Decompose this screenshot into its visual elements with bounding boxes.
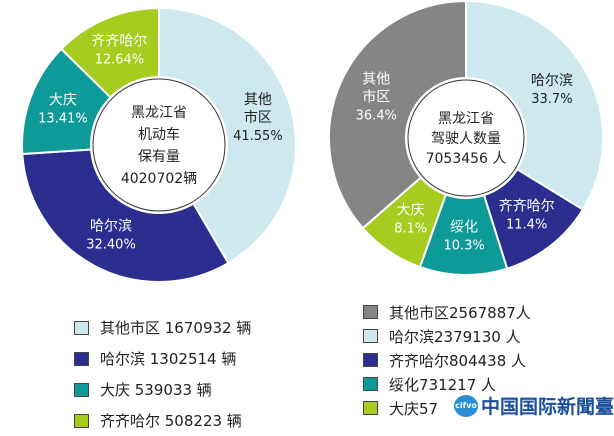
legend-swatch <box>74 413 89 428</box>
slice-value-label: 8.1% <box>394 221 427 236</box>
center-title-line: 4020702辆 <box>121 171 197 187</box>
legend-swatch <box>74 382 89 397</box>
donut-slice <box>158 6 297 265</box>
slice-label: 齐齐哈尔 <box>499 199 555 215</box>
legend-label: 哈尔滨 1302514 辆 <box>100 350 237 368</box>
legend-swatch <box>74 351 89 366</box>
legend-item: 其他市区2567887人 <box>363 300 531 324</box>
legend-label: 其他市区 1670932 辆 <box>100 319 252 337</box>
legend-swatch <box>363 329 378 343</box>
donut-slice <box>59 6 160 99</box>
slice-label: 绥化 <box>450 219 478 235</box>
slice-label: 大庆 <box>49 92 77 108</box>
slice-value-label: 12.64% <box>95 52 145 67</box>
slice-label: 齐齐哈尔 <box>91 33 147 49</box>
slice-label: 哈尔滨 <box>531 73 573 89</box>
legend-item: 齐齐哈尔 508223 辆 <box>74 405 251 436</box>
legend-item: 哈尔滨2379130 人 <box>363 324 531 348</box>
slice-value-label: 32.40% <box>86 238 136 253</box>
legend-label: 哈尔滨2379130 人 <box>389 327 521 346</box>
driver-donut-chart: 哈尔滨 33.7% 齐齐哈尔 11.4% 绥化 10.3% 大庆 8.1% 其他市区 36.4% 黑… <box>328 0 604 276</box>
legend-item: 哈尔滨 1302514 辆 <box>74 343 251 374</box>
slice-value-label: 11.4% <box>506 218 547 233</box>
donut-slice <box>465 0 604 211</box>
slice-label: 市区 <box>362 88 390 105</box>
legend-label: 齐齐哈尔804438 人 <box>389 351 527 370</box>
legend-item: 其他市区 1670932 辆 <box>74 312 251 343</box>
charts-canvas: 其他市区41.55%哈尔滨32.40%大庆13.41%齐齐哈尔12.64%黑龙江… <box>21 0 604 283</box>
legend-item: 大庆57 <box>363 396 531 420</box>
slice-label: 哈尔滨 <box>90 219 132 235</box>
donut-slice <box>328 0 467 230</box>
legend-label: 其他市区2567887人 <box>389 303 531 322</box>
center-title-line: 保有量 <box>138 149 180 165</box>
legend-swatch <box>363 401 378 415</box>
legend-item: 绥化731217 人 <box>363 372 531 396</box>
center-title-line: 黑龙江省 <box>438 111 494 127</box>
center-title-line: 机动车 <box>138 126 180 143</box>
legend-swatch <box>74 320 89 335</box>
legend-item: 大庆 539033 辆 <box>74 374 251 405</box>
legend-swatch <box>363 377 378 391</box>
center-title-line: 驾驶人数量 <box>431 131 501 147</box>
donut-slice <box>21 148 230 283</box>
legend-swatch <box>363 305 378 319</box>
slice-value-label: 10.3% <box>443 238 484 253</box>
legend-label: 齐齐哈尔 508223 辆 <box>100 412 242 430</box>
legend-label: 绥化731217 人 <box>389 375 497 394</box>
vehicle-legend: 其他市区 1670932 辆哈尔滨 1302514 辆大庆 539033 辆齐齐… <box>74 312 251 436</box>
slice-label: 大庆 <box>397 202 425 218</box>
watermark-logo: cifvo <box>454 394 478 417</box>
donut-center <box>92 78 226 212</box>
legend-label: 大庆57 <box>389 399 439 418</box>
watermark-text: 中国国际新聞臺 <box>481 396 614 418</box>
slice-value-label: 13.41% <box>38 111 88 126</box>
vehicle-donut-chart: 其他市区 41.55% 哈尔滨 32.40% 大庆 13.41% 齐齐哈尔 12.64% 黑龙江… <box>21 6 297 283</box>
slice-label: 其他 <box>362 71 390 87</box>
legend-label: 大庆 539033 辆 <box>100 381 212 399</box>
slice-value-label: 36.4% <box>356 108 397 123</box>
slice-label: 市区 <box>244 109 272 126</box>
driver-legend: 其他市区2567887人 哈尔滨2379130 人齐齐哈尔804438 人绥化73… <box>363 300 531 420</box>
center-title-line: 黑龙江省 <box>131 105 187 121</box>
slice-value-label: 41.55% <box>233 129 283 144</box>
watermark: cifvo 中国国际新聞臺 <box>452 392 614 419</box>
donut-center <box>407 79 525 197</box>
slice-label: 其他 <box>244 92 272 108</box>
legend-item: 齐齐哈尔804438 人 <box>363 348 531 372</box>
slice-value-label: 33.7% <box>531 92 572 107</box>
legend-swatch <box>363 353 378 367</box>
center-title-line: 7053456 人 <box>426 151 507 167</box>
